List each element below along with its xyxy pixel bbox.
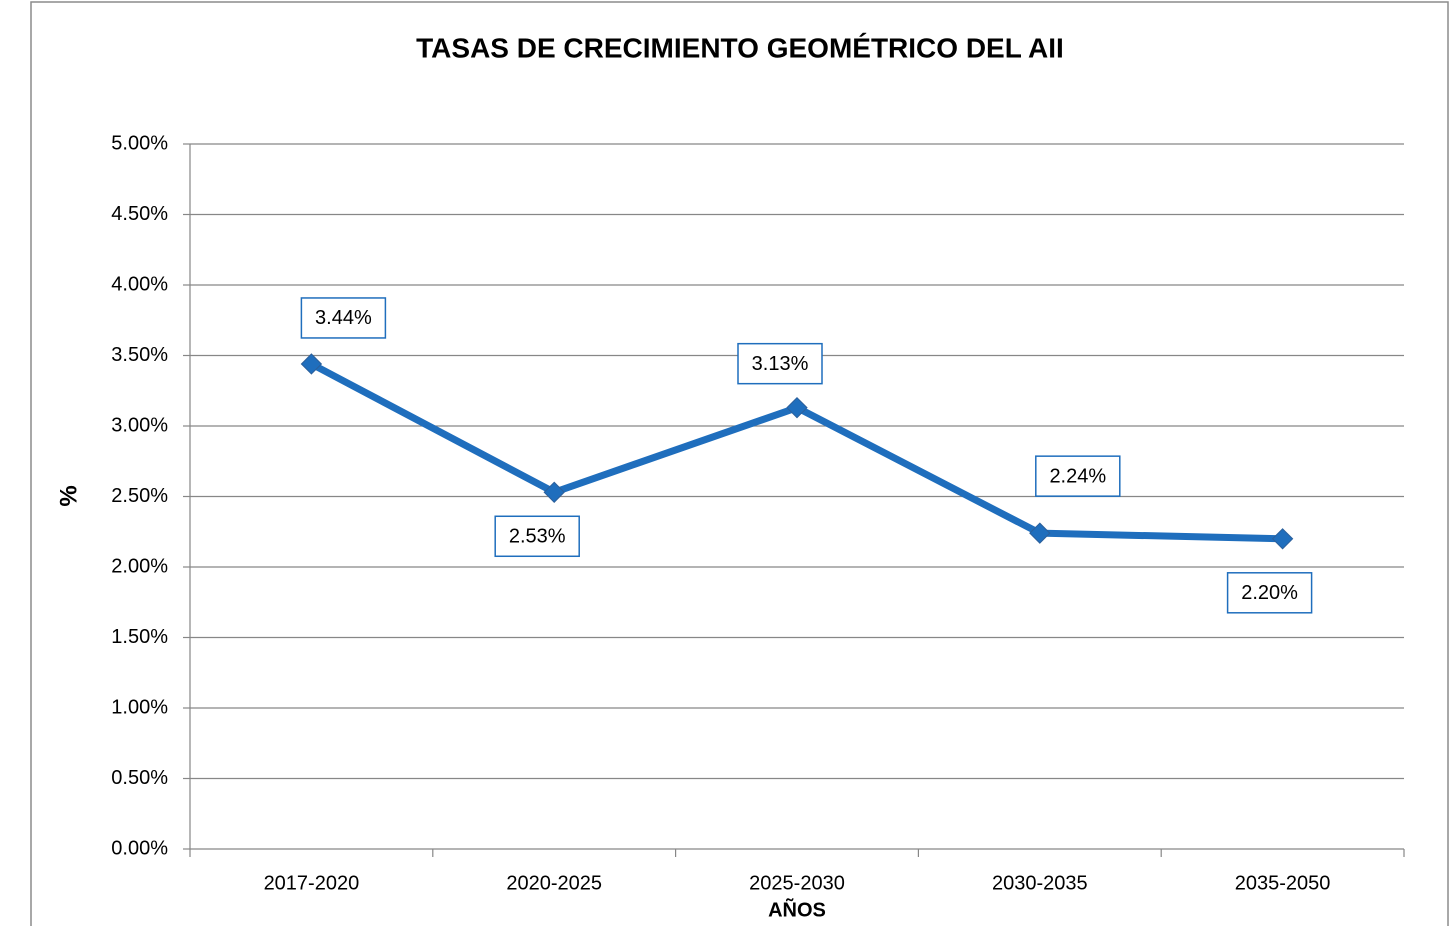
data-point bbox=[543, 481, 565, 503]
data-label: 3.13% bbox=[752, 353, 809, 375]
y-tick-label: 0.50% bbox=[111, 767, 168, 789]
x-tick-label: 2030-2035 bbox=[992, 872, 1088, 894]
data-label: 2.53% bbox=[509, 526, 566, 548]
y-tick-label: 0.00% bbox=[111, 837, 168, 859]
data-label: 2.24% bbox=[1049, 465, 1106, 487]
y-tick-label: 5.00% bbox=[111, 132, 168, 154]
data-point bbox=[1029, 522, 1051, 544]
chart-border bbox=[30, 1, 1449, 926]
x-tick-label: 2020-2025 bbox=[506, 872, 602, 894]
x-tick-label: 2017-2020 bbox=[264, 872, 360, 894]
data-point bbox=[1271, 528, 1294, 550]
data-label-box bbox=[494, 515, 580, 558]
data-label-box bbox=[1035, 455, 1121, 497]
y-tick-label: 2.50% bbox=[111, 485, 168, 507]
y-tick-label: 2.00% bbox=[111, 555, 168, 577]
data-label: 2.20% bbox=[1241, 582, 1298, 604]
y-tick-label: 1.00% bbox=[111, 696, 168, 718]
data-label-box bbox=[737, 342, 823, 385]
data-point bbox=[786, 396, 808, 419]
data-label-box bbox=[1226, 572, 1313, 614]
y-tick-label: 4.00% bbox=[111, 273, 168, 295]
data-point bbox=[300, 353, 323, 375]
data-label: 3.44% bbox=[315, 307, 372, 329]
x-tick-label: 2035-2050 bbox=[1235, 872, 1331, 894]
y-tick-label: 4.50% bbox=[111, 203, 168, 225]
x-tick-label: 2025-2030 bbox=[749, 872, 845, 894]
y-tick-label: 3.00% bbox=[111, 414, 168, 436]
y-tick-label: 3.50% bbox=[111, 344, 168, 366]
y-tick-label: 1.50% bbox=[111, 626, 168, 648]
data-label-box bbox=[300, 297, 387, 339]
x-axis-label: AÑOS bbox=[768, 898, 826, 921]
y-axis-label: % bbox=[55, 485, 82, 506]
chart-title: TASAS DE CRECIMIENTO GEOMÉTRICO DEL AII bbox=[416, 32, 1064, 63]
